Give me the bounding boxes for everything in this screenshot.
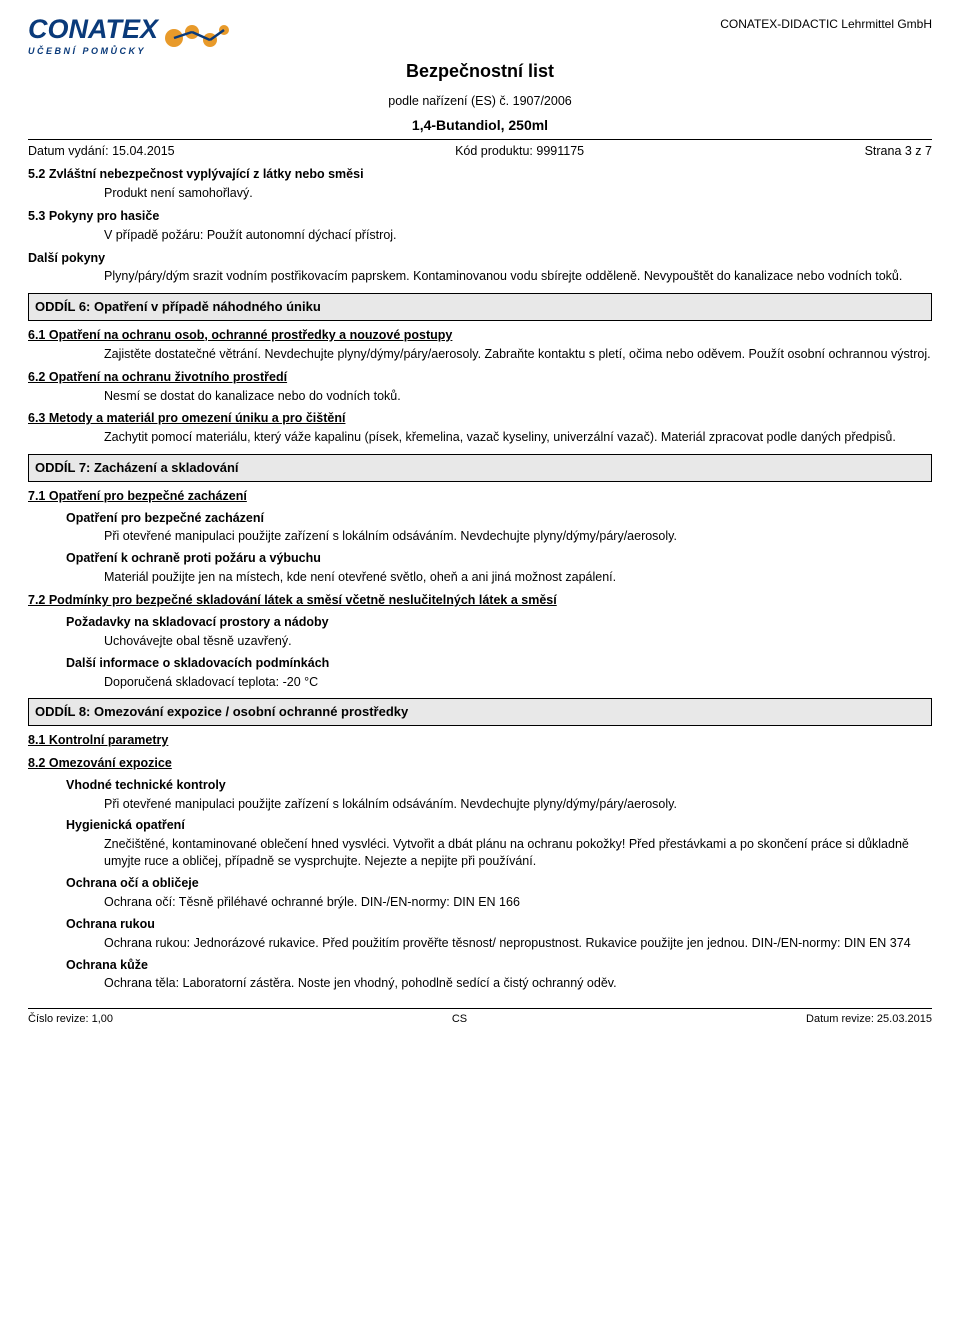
language-code: CS — [452, 1012, 467, 1027]
section-bar-8: ODDÍL 8: Omezování expozice / osobní och… — [28, 698, 932, 726]
text-tech-controls: Při otevřené manipulaci použijte zařízen… — [104, 796, 932, 813]
logo-icon — [164, 18, 234, 54]
subhead-hand-protection: Ochrana rukou — [66, 916, 932, 933]
logo: CONATEX UČEBNÍ POMŮCKY — [28, 16, 234, 57]
text-storage-req: Uchovávejte obal těsně uzavřený. — [104, 633, 932, 650]
text-hygiene: Znečištěné, kontaminované oblečení hned … — [104, 836, 932, 870]
revision-date: Datum revize: 25.03.2015 — [806, 1012, 932, 1027]
footer: Číslo revize: 1,00 CS Datum revize: 25.0… — [28, 1008, 932, 1027]
text-skin-protection: Ochrana těla: Laboratorní zástěra. Noste… — [104, 975, 932, 992]
text-5-2: Produkt není samohořlavý. — [104, 185, 932, 202]
heading-8-2: 8.2 Omezování expozice — [28, 755, 932, 772]
text-safe-handling: Při otevřené manipulaci použijte zařízen… — [104, 528, 932, 545]
brand-tagline: UČEBNÍ POMŮCKY — [28, 45, 158, 57]
substance-title: 1,4-Butandiol, 250ml — [28, 116, 932, 135]
text-6-3: Zachytit pomocí materiálu, který váže ka… — [104, 429, 932, 446]
text-hand-protection: Ochrana rukou: Jednorázové rukavice. Pře… — [104, 935, 932, 952]
heading-other-notes: Další pokyny — [28, 250, 932, 267]
subhead-storage-req: Požadavky na skladovací prostory a nádob… — [66, 614, 932, 631]
doc-title: Bezpečnostní list — [28, 59, 932, 83]
subhead-safe-handling: Opatření pro bezpečné zacházení — [66, 510, 932, 527]
brand-name: CONATEX — [28, 16, 158, 43]
text-5-3: V případě požáru: Použít autonomní dýcha… — [104, 227, 932, 244]
text-6-1: Zajistěte dostatečné větrání. Nevdechujt… — [104, 346, 932, 363]
issue-date: Datum vydání: 15.04.2015 — [28, 143, 175, 160]
subhead-tech-controls: Vhodné technické kontroly — [66, 777, 932, 794]
heading-7-2: 7.2 Podmínky pro bezpečné skladování lát… — [28, 592, 932, 609]
subhead-skin-protection: Ochrana kůže — [66, 957, 932, 974]
text-6-2: Nesmí se dostat do kanalizace nebo do vo… — [104, 388, 932, 405]
heading-7-1: 7.1 Opatření pro bezpečné zacházení — [28, 488, 932, 505]
text-fire-explosion: Materiál použijte jen na místech, kde ne… — [104, 569, 932, 586]
company-name: CONATEX-DIDACTIC Lehrmittel GmbH — [720, 16, 932, 32]
text-storage-info: Doporučená skladovací teplota: -20 °C — [104, 674, 932, 691]
subhead-eye-protection: Ochrana očí a obličeje — [66, 875, 932, 892]
heading-5-3: 5.3 Pokyny pro hasiče — [28, 208, 932, 225]
header-row: CONATEX UČEBNÍ POMŮCKY CONATEX-DIDACTIC … — [28, 16, 932, 57]
subhead-storage-info: Další informace o skladovacích podmínkác… — [66, 655, 932, 672]
logo-text: CONATEX UČEBNÍ POMŮCKY — [28, 16, 158, 57]
text-eye-protection: Ochrana očí: Těsně přiléhavé ochranné br… — [104, 894, 932, 911]
text-other-notes: Plyny/páry/dým srazit vodním postřikovac… — [104, 268, 932, 285]
heading-6-2: 6.2 Opatření na ochranu životního prostř… — [28, 369, 932, 386]
product-code: Kód produktu: 9991175 — [455, 143, 584, 160]
heading-6-3: 6.3 Metody a materiál pro omezení úniku … — [28, 410, 932, 427]
section-bar-7: ODDÍL 7: Zacházení a skladování — [28, 454, 932, 482]
heading-5-2: 5.2 Zvláštní nebezpečnost vyplývající z … — [28, 166, 932, 183]
heading-6-1: 6.1 Opatření na ochranu osob, ochranné p… — [28, 327, 932, 344]
section-bar-6: ODDÍL 6: Opatření v případě náhodného ún… — [28, 293, 932, 321]
info-row: Datum vydání: 15.04.2015 Kód produktu: 9… — [28, 139, 932, 160]
page-number: Strana 3 z 7 — [865, 143, 932, 160]
revision-number: Číslo revize: 1,00 — [28, 1012, 113, 1027]
regulation-line: podle nařízení (ES) č. 1907/2006 — [28, 93, 932, 110]
subhead-fire-explosion: Opatření k ochraně proti požáru a výbuch… — [66, 550, 932, 567]
subhead-hygiene: Hygienická opatření — [66, 817, 932, 834]
heading-8-1: 8.1 Kontrolní parametry — [28, 732, 932, 749]
